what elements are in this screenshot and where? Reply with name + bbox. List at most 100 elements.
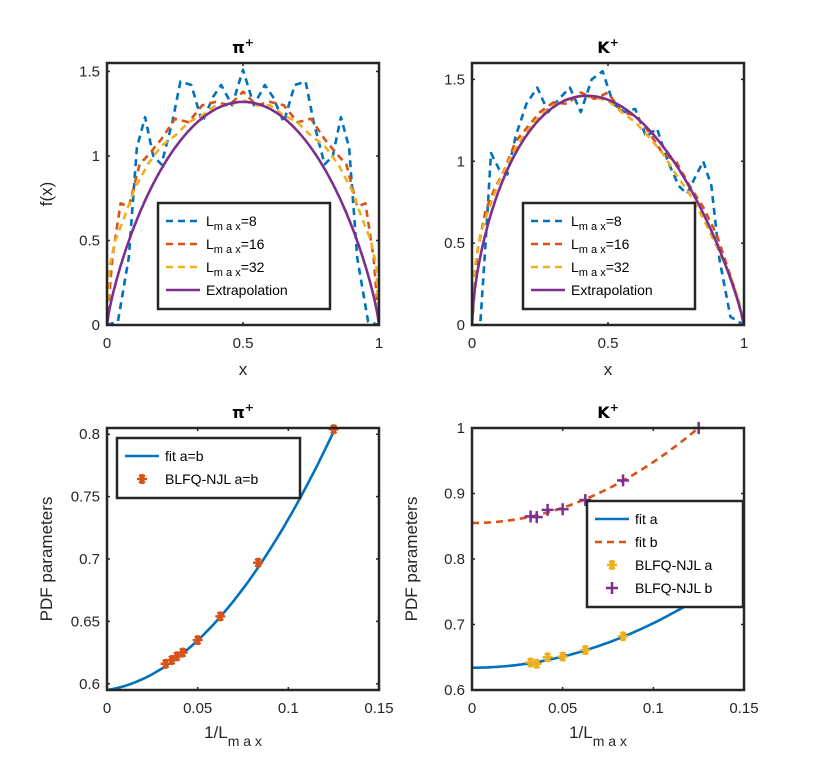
legend-label: fit a=b <box>165 448 204 464</box>
data-point <box>215 611 226 622</box>
legend-label: Lm a x=32 <box>206 259 265 279</box>
data-point <box>541 503 554 516</box>
data-point <box>618 631 629 642</box>
y-tick-label: 0.75 <box>71 489 100 506</box>
legend-label-main: L <box>571 236 579 252</box>
data-point <box>542 652 553 663</box>
series-line-3 <box>107 100 379 325</box>
series-line-0 <box>107 68 379 325</box>
legend-label-sub: m a x <box>579 267 606 279</box>
legend-item: Lm a x=8 <box>166 213 257 233</box>
legend-box <box>115 436 302 500</box>
legend-label-main: L <box>206 213 214 229</box>
y-tick-label: 0.6 <box>79 676 100 693</box>
legend-item: Lm a x=16 <box>531 236 630 256</box>
x-tick-label: 1 <box>375 335 383 352</box>
series-line-3 <box>472 94 744 325</box>
series-line-1 <box>472 428 700 525</box>
legend-label-suffix: =16 <box>241 236 265 252</box>
legend: fit a=b BLFQ-NJL a=b <box>115 436 302 500</box>
legend-label: Lm a x=8 <box>571 213 622 233</box>
data-point <box>556 503 569 516</box>
series-line-0 <box>472 597 700 669</box>
data-point <box>617 474 630 487</box>
y-tick-label: 0.5 <box>444 235 465 252</box>
legend-label: Lm a x=32 <box>571 259 630 279</box>
legend-item: Lm a x=8 <box>531 213 622 233</box>
y-tick-label: 0.7 <box>79 551 100 568</box>
chart-title: K+ <box>597 401 619 422</box>
legend-item: fit a <box>595 511 658 527</box>
title-sup: + <box>245 36 254 49</box>
x-tick-label: 0 <box>103 335 111 352</box>
y-tick-label: 0.7 <box>444 617 465 634</box>
y-tick-label: 0.8 <box>79 426 100 443</box>
y-axis-label: PDF parameters <box>37 497 56 622</box>
x-tick-label: 0.5 <box>233 335 254 352</box>
x-tick-label: 0 <box>103 700 111 717</box>
legend-label-sub: m a x <box>214 267 241 279</box>
x-tick-label: 0 <box>468 335 476 352</box>
x-axis-label: 1/Lm a x <box>204 723 262 749</box>
title-sup: + <box>245 401 254 414</box>
legend-label: BLFQ-NJL a=b <box>165 471 258 487</box>
y-tick-label: 0.9 <box>444 486 465 503</box>
x-axis-label: x <box>604 360 613 379</box>
legend-label-sub: m a x <box>214 244 241 256</box>
chart-title: π+ <box>232 401 254 422</box>
data-point <box>557 651 568 662</box>
legend-label-sub: m a x <box>214 221 241 233</box>
data-point <box>192 635 203 646</box>
legend-label: fit b <box>635 534 658 550</box>
legend-label: BLFQ-NJL b <box>635 580 712 596</box>
x-tick-label: 0.15 <box>364 700 393 717</box>
y-tick-label: 0.5 <box>79 232 100 249</box>
legend-box <box>156 201 332 311</box>
x-tick-label: 0.15 <box>729 700 758 717</box>
data-point <box>253 557 264 568</box>
x-tick-label: 0 <box>468 700 476 717</box>
x-label-sub: m a x <box>228 733 262 749</box>
legend-label-main: L <box>206 259 214 275</box>
x-tick-label: 0.1 <box>643 700 664 717</box>
series-line-2 <box>472 94 744 325</box>
y-axis-label: PDF parameters <box>402 497 421 622</box>
y-tick-label: 0 <box>92 317 100 334</box>
legend-label-main: L <box>571 213 579 229</box>
x-label-sub: m a x <box>593 733 627 749</box>
x-tick-label: 1 <box>740 335 748 352</box>
x-axis-label: x <box>239 360 248 379</box>
legend-label-main: L <box>206 236 214 252</box>
title-main: K <box>597 38 610 57</box>
y-tick-label: 1.5 <box>444 71 465 88</box>
data-point <box>531 658 542 669</box>
legend-item: Extrapolation <box>531 282 653 298</box>
x-tick-label: 0.1 <box>278 700 299 717</box>
data-point <box>580 645 591 656</box>
series-line-1 <box>107 90 379 325</box>
y-axis-label: f(x) <box>37 182 56 207</box>
data-point <box>525 657 536 668</box>
pi-params-panel: 0 0.05 0.1 0.150.60.650.70.750.8π+1/Lm a xP… <box>37 401 394 749</box>
y-tick-label: 0.6 <box>444 682 465 699</box>
y-tick-label: 1.5 <box>79 63 100 80</box>
legend-item: BLFQ-NJL a <box>607 557 712 573</box>
title-main: π <box>232 38 245 57</box>
x-axis-label: 1/Lm a x <box>569 723 627 749</box>
y-tick-label: 1 <box>457 153 465 170</box>
data-point <box>177 647 188 658</box>
legend-item: BLFQ-NJL b <box>606 580 712 596</box>
legend-label-suffix: =32 <box>606 259 630 275</box>
y-tick-label: 0.65 <box>71 613 100 630</box>
title-main: π <box>232 403 245 422</box>
plot-area <box>472 69 744 325</box>
title-sup: + <box>610 401 619 414</box>
legend-label: Lm a x=8 <box>206 213 257 233</box>
legend-label-suffix: =32 <box>241 259 265 275</box>
legend-label-suffix: =8 <box>241 213 257 229</box>
legend-label: Extrapolation <box>206 282 288 298</box>
